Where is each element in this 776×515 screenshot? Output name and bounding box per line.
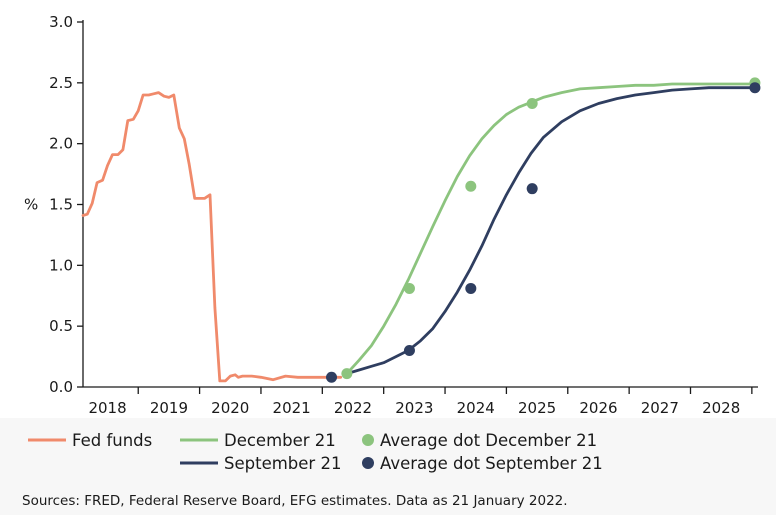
dot-average-dot-december-21: [465, 180, 477, 192]
legend-swatch-dot: [362, 457, 374, 469]
dot-average-dot-september-21: [465, 282, 477, 294]
x-tick-label: 2022: [334, 399, 372, 417]
source-note: Sources: FRED, Federal Reserve Board, EF…: [22, 493, 568, 509]
y-tick-label: 2.5: [49, 74, 73, 92]
y-tick-label: 3.0: [49, 13, 73, 31]
dot-average-dot-september-21: [749, 82, 761, 94]
y-tick-label: 1.5: [49, 196, 73, 214]
x-tick-label: 2018: [88, 399, 126, 417]
x-tick-label: 2025: [518, 399, 556, 417]
x-tick-label: 2020: [211, 399, 249, 417]
series-layer: [81, 77, 761, 383]
x-tick-label: 2019: [150, 399, 188, 417]
x-tick-label: 2026: [579, 399, 617, 417]
x-tick-label: 2023: [395, 399, 433, 417]
y-tick-label: 2.0: [49, 135, 73, 153]
y-axis-label: %: [24, 196, 38, 214]
series-line-september-21: [345, 86, 757, 376]
dot-average-dot-september-21: [403, 345, 415, 356]
y-tick-label: 0.5: [49, 317, 73, 335]
legend-label: Fed funds: [72, 431, 152, 450]
dot-average-dot-december-21: [403, 282, 415, 294]
x-tick-label: 2024: [457, 399, 495, 417]
dot-average-dot-september-21: [326, 371, 338, 383]
legend-label: September 21: [224, 454, 341, 473]
legend-swatch-dot: [362, 434, 374, 446]
legend-label: Average dot September 21: [380, 454, 603, 473]
dot-average-dot-september-21: [526, 183, 538, 195]
x-tick-label: 2027: [641, 399, 679, 417]
x-tick-label: 2028: [702, 399, 740, 417]
legend: Fed funds December 21 Average dot December…: [28, 431, 603, 473]
plot-background: [0, 0, 776, 418]
y-tick-label: 0.0: [49, 378, 73, 396]
legend-label: Average dot December 21: [380, 431, 597, 450]
series-line-fed-funds: [81, 91, 343, 383]
legend-label: December 21: [224, 431, 336, 450]
y-tick-label: 1.0: [49, 256, 73, 274]
x-tick-label: 2021: [273, 399, 311, 417]
dot-average-dot-december-21: [341, 368, 353, 380]
axes: 0.0 0.5 1.0 1.5 2.0 2.5 3.0% 2018 2019 2020 2021 20…: [24, 13, 758, 417]
dot-average-dot-december-21: [526, 98, 538, 110]
